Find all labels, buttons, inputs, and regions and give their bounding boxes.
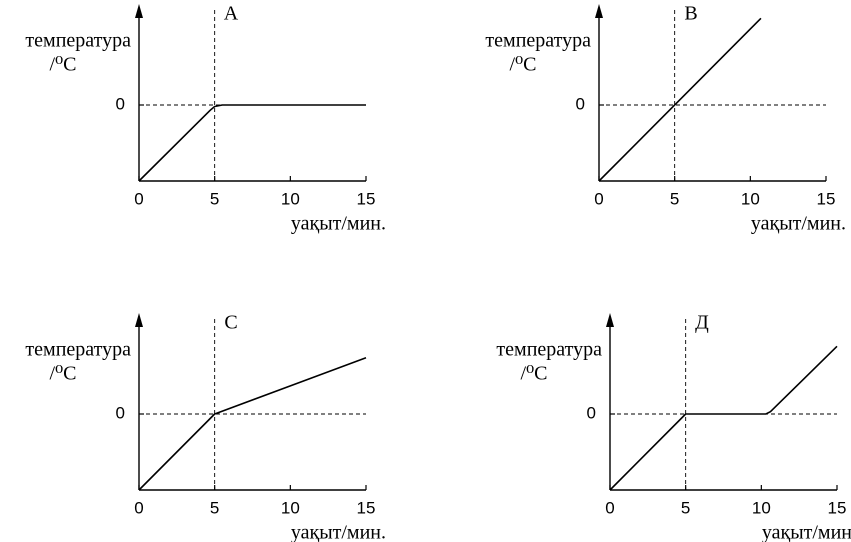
y-axis-label: температура <box>485 30 591 52</box>
data-line <box>609 345 838 491</box>
chart-title: Д <box>695 312 709 334</box>
y-axis-label: /⁰C <box>510 54 537 76</box>
x-axis-label: уақыт/мин. <box>751 213 846 235</box>
data-line <box>138 357 367 491</box>
y-axis-label: /⁰C <box>50 363 77 385</box>
chart-title: C <box>224 312 237 334</box>
x-axis-label: уақыт/мин. <box>762 522 851 542</box>
y-axis-label: температура <box>25 339 131 361</box>
y-axis-arrow <box>135 313 143 327</box>
x-tick-label: 0 <box>134 498 143 517</box>
y-axis-arrow <box>135 4 143 18</box>
y-axis-label: температура <box>496 339 602 361</box>
x-tick-label: 5 <box>210 498 219 517</box>
y-axis-arrow <box>595 4 603 18</box>
data-line <box>598 17 762 182</box>
y-axis-label: температура <box>25 30 131 52</box>
x-tick-label: 5 <box>670 189 679 208</box>
x-tick-label: 10 <box>281 189 300 208</box>
chart-title: A <box>224 3 239 25</box>
x-tick-label: 5 <box>681 498 690 517</box>
x-tick-label: 0 <box>594 189 603 208</box>
x-tick-label: 10 <box>281 498 300 517</box>
y-tick-label: 0 <box>116 94 125 113</box>
y-tick-label: 0 <box>576 94 585 113</box>
x-tick-label: 15 <box>828 498 847 517</box>
y-axis-arrow <box>606 313 614 327</box>
y-axis-label: /⁰C <box>521 363 548 385</box>
x-tick-label: 0 <box>134 189 143 208</box>
y-axis-label: /⁰C <box>50 54 77 76</box>
data-line <box>138 104 366 182</box>
x-tick-label: 15 <box>357 498 376 517</box>
x-tick-label: 15 <box>817 189 836 208</box>
x-axis-label: уақыт/мин. <box>291 522 386 542</box>
x-tick-label: 15 <box>357 189 376 208</box>
chart-title: B <box>684 3 697 25</box>
x-tick-label: 5 <box>210 189 219 208</box>
x-tick-label: 10 <box>741 189 760 208</box>
x-axis-label: уақыт/мин. <box>291 213 386 235</box>
y-tick-label: 0 <box>116 403 125 422</box>
y-tick-label: 0 <box>587 403 596 422</box>
x-tick-label: 10 <box>752 498 771 517</box>
x-tick-label: 0 <box>605 498 614 517</box>
